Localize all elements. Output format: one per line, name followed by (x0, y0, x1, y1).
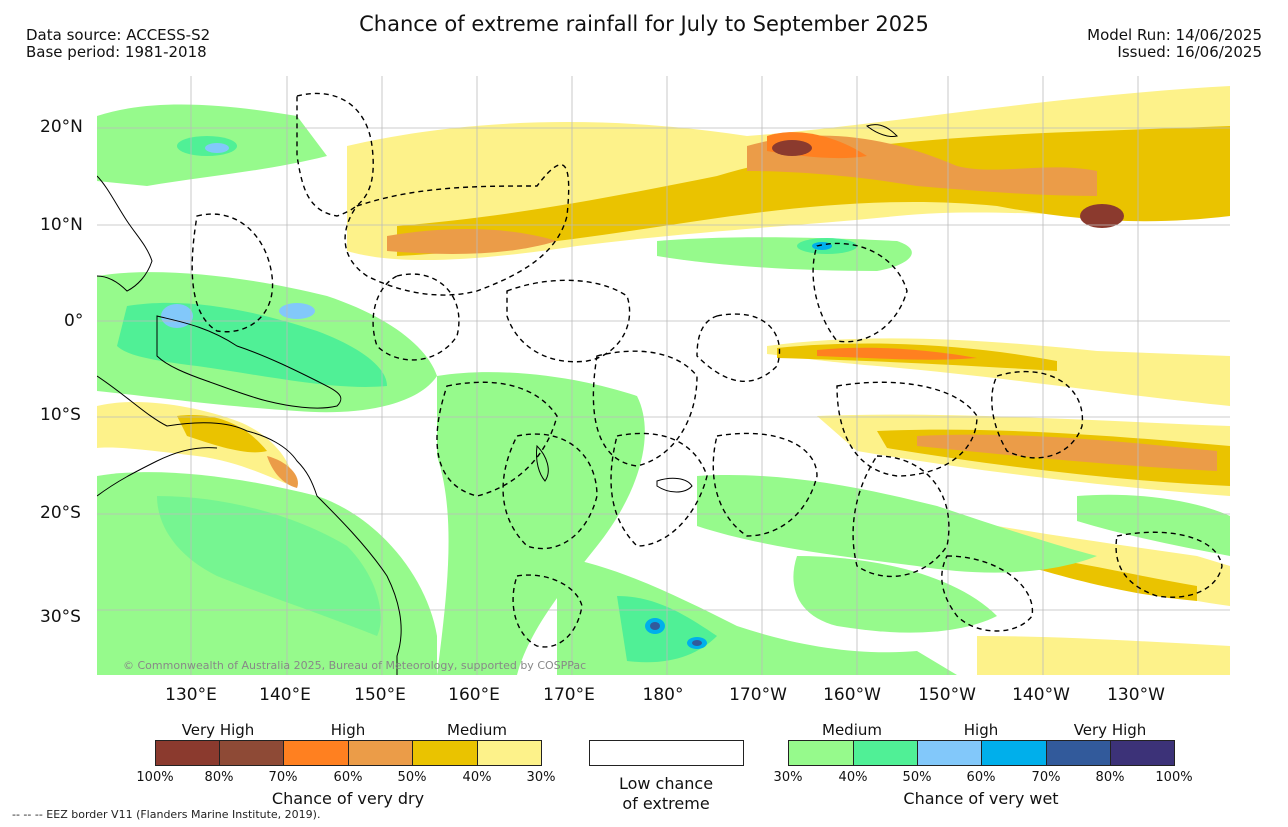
lon-label-160e: 160°E (448, 685, 500, 705)
dry-category-high: High (330, 721, 366, 739)
lat-label-30s: 30°S (40, 607, 81, 627)
lon-label-130e: 130°E (165, 685, 217, 705)
wet-swatch-3 (917, 740, 982, 766)
issued-date-text: Issued: 16/06/2025 (1117, 43, 1262, 61)
land-outlines (97, 124, 898, 675)
lat-label-20s: 20°S (40, 503, 81, 523)
lat-label-20n: 20°N (40, 117, 83, 137)
dry-swatch-4 (348, 740, 413, 766)
wet-tick-70: 70% (1031, 770, 1061, 785)
lon-label-180: 180° (642, 685, 684, 705)
wet-legend-title: Chance of very wet (903, 789, 1059, 808)
dry-swatch-5 (412, 740, 478, 766)
dry-tick-80: 80% (204, 770, 234, 785)
lon-label-140w: 140°W (1012, 685, 1070, 705)
dry-tick-60: 60% (333, 770, 363, 785)
eez-borders (191, 92, 1223, 648)
wet-swatch-4 (981, 740, 1047, 766)
dry-swatch-6 (477, 740, 542, 766)
wet-tick-50: 50% (902, 770, 932, 785)
rainfall-map: © Commonwealth of Australia 2025, Bureau… (97, 76, 1230, 675)
lon-label-170e: 170°E (543, 685, 595, 705)
dry-swatch-2 (219, 740, 284, 766)
dry-category-medium: Medium (447, 721, 507, 739)
dry-tick-40: 40% (462, 770, 492, 785)
low-chance-swatch (589, 740, 744, 766)
lat-label-10n: 10°N (40, 215, 83, 235)
model-run-info: Model Run: 14/06/2025 Issued: 16/06/2025 (1087, 27, 1262, 61)
low-chance-line1: Low chance (618, 774, 714, 793)
wet-category-high: High (963, 721, 999, 739)
lon-label-150w: 150°W (918, 685, 976, 705)
wet-tick-60: 60% (966, 770, 996, 785)
lon-label-140e: 140°E (259, 685, 311, 705)
wet-tick-30: 30% (773, 770, 803, 785)
model-run-text: Model Run: 14/06/2025 (1087, 26, 1262, 44)
dry-swatch-1 (155, 740, 220, 766)
wet-tick-80: 80% (1095, 770, 1125, 785)
dry-tick-70: 70% (268, 770, 298, 785)
wet-anomaly-areas (97, 104, 1230, 675)
wet-swatch-2 (853, 740, 918, 766)
map-canvas (97, 76, 1230, 675)
dry-category-very-high: Very High (181, 721, 255, 739)
dry-legend-title: Chance of very dry (271, 789, 425, 808)
lon-label-160w: 160°W (823, 685, 881, 705)
lon-label-130w: 130°W (1107, 685, 1165, 705)
wet-swatch-5 (1046, 740, 1111, 766)
eez-footnote: -- -- -- EEZ border V11 (Flanders Marine… (12, 808, 321, 821)
dry-tick-50: 50% (397, 770, 427, 785)
data-source-text: Data source: ACCESS-S2 (26, 26, 211, 44)
dry-tick-30: 30% (526, 770, 556, 785)
dry-tick-100: 100% (136, 770, 174, 785)
lon-label-150e: 150°E (354, 685, 406, 705)
data-source-info: Data source: ACCESS-S2 Base period: 1981… (26, 27, 210, 61)
wet-swatch-1 (788, 740, 854, 766)
wet-swatch-6 (1110, 740, 1175, 766)
lat-label-10s: 10°S (40, 405, 81, 425)
lat-label-equator: 0° (64, 311, 84, 331)
copyright-notice: © Commonwealth of Australia 2025, Bureau… (123, 659, 587, 672)
wet-tick-40: 40% (838, 770, 868, 785)
wet-tick-100: 100% (1155, 770, 1193, 785)
dry-anomaly-areas (97, 86, 1230, 675)
low-chance-line2: of extreme (622, 794, 710, 813)
low-chance-label: Low chance of extreme (619, 774, 713, 814)
grid-lines (97, 76, 1230, 675)
wet-category-very-high: Very High (1073, 721, 1147, 739)
lon-label-170w: 170°W (729, 685, 787, 705)
dry-swatch-3 (283, 740, 349, 766)
wet-category-medium: Medium (822, 721, 882, 739)
base-period-text: Base period: 1981-2018 (26, 43, 207, 61)
page-title: Chance of extreme rainfall for July to S… (359, 12, 929, 36)
